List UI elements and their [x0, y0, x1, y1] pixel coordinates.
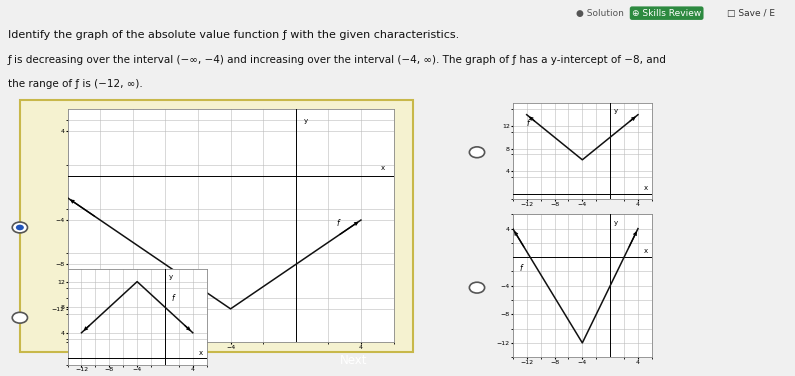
Text: f: f	[520, 264, 522, 273]
Circle shape	[469, 147, 485, 158]
Text: f: f	[172, 294, 175, 303]
Text: □ Save / E: □ Save / E	[727, 9, 775, 18]
Text: the range of ƒ is (−12, ∞).: the range of ƒ is (−12, ∞).	[8, 79, 142, 88]
Text: f: f	[336, 218, 339, 227]
Circle shape	[16, 224, 24, 230]
Text: ● Solution: ● Solution	[576, 9, 624, 18]
Text: x: x	[644, 248, 649, 254]
Circle shape	[469, 282, 485, 293]
Text: y: y	[614, 220, 618, 226]
Text: ƒ is decreasing over the interval (−∞, −4) and increasing over the interval (−4,: ƒ is decreasing over the interval (−∞, −…	[8, 55, 667, 65]
Text: Identify the graph of the absolute value function ƒ with the given characteristi: Identify the graph of the absolute value…	[8, 30, 460, 40]
Text: Next: Next	[340, 353, 367, 367]
Text: x: x	[644, 185, 649, 191]
Text: x: x	[199, 350, 204, 356]
Text: y: y	[169, 274, 173, 280]
Text: y: y	[304, 118, 308, 124]
Text: x: x	[382, 165, 386, 171]
Text: y: y	[614, 108, 618, 114]
Circle shape	[12, 222, 28, 233]
Text: f: f	[526, 119, 529, 128]
Circle shape	[12, 312, 28, 323]
Text: ⊕ Skills Review: ⊕ Skills Review	[632, 9, 701, 18]
